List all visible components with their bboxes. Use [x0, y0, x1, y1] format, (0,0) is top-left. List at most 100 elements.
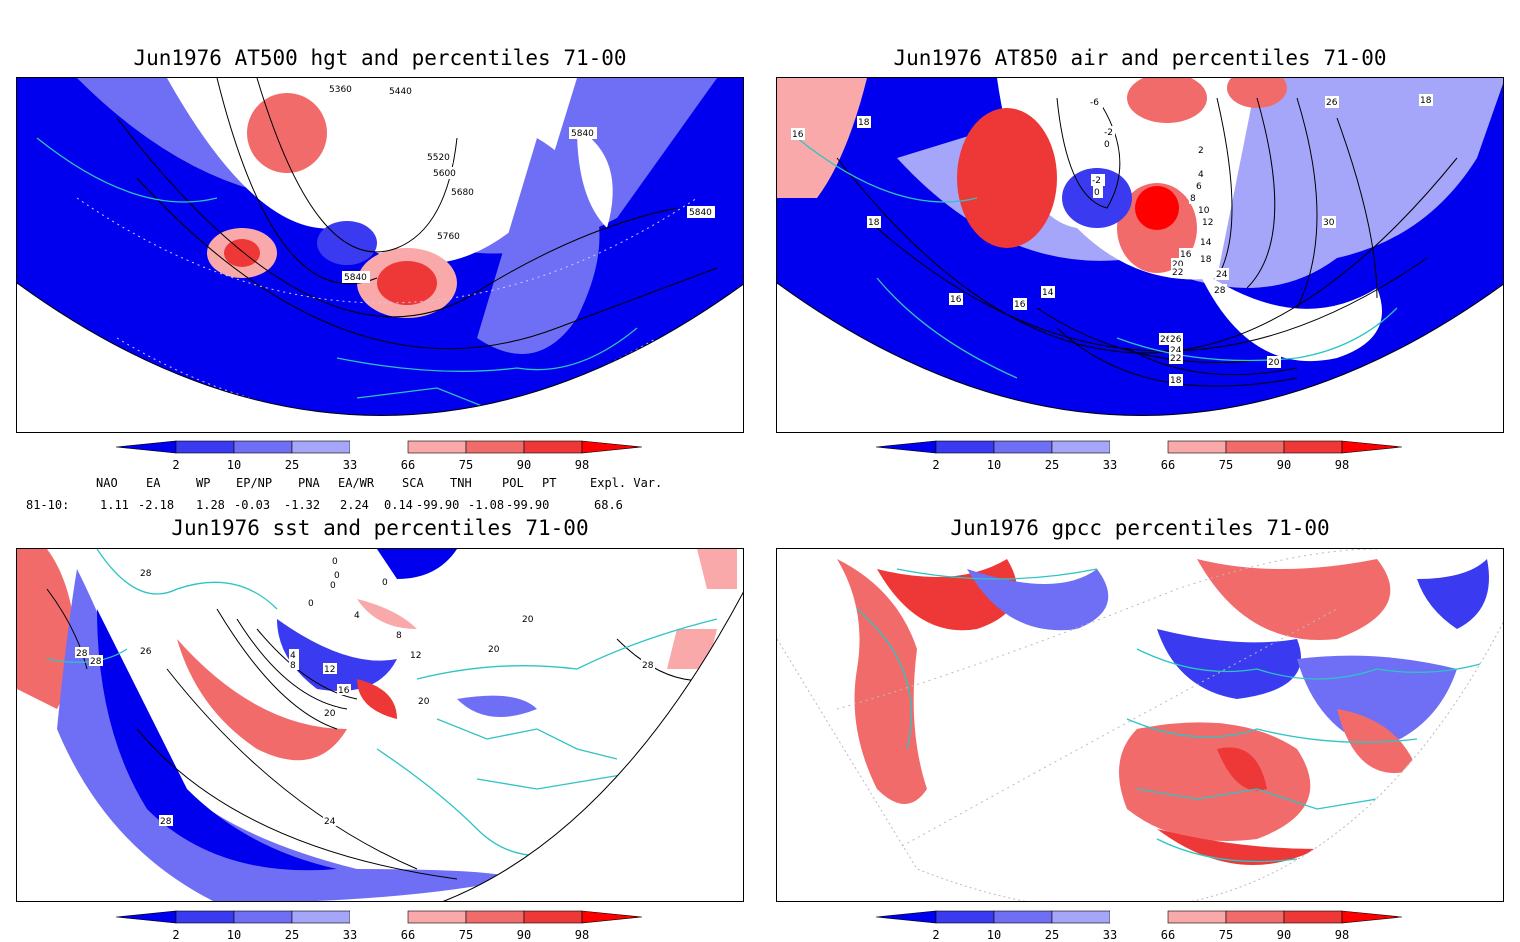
- air-map: -6 -2 0 -2 0 2 4 6 8 10 12 14 16 18 20 2…: [777, 78, 1503, 416]
- index-value: 0.14: [384, 498, 413, 512]
- contour-label: 5520: [427, 153, 450, 163]
- colorbar-hgt: 2 10 25 33 66 75 90 98: [115, 440, 646, 476]
- colorbar-label: 75: [458, 928, 474, 942]
- contour-label: 18: [1170, 376, 1182, 386]
- colorbar-label: 33: [1102, 928, 1118, 942]
- colorbar-end-high: [1341, 440, 1403, 454]
- colorbar-label: 66: [1160, 458, 1176, 472]
- colorbar-label: 66: [400, 458, 416, 472]
- colorbar-label: 10: [226, 928, 242, 942]
- colorbar-label: 98: [1334, 458, 1350, 472]
- index-value: 1.28: [196, 498, 225, 512]
- index-header: SCA: [402, 476, 424, 490]
- contour-label: 20: [522, 615, 534, 625]
- contour-label: 16: [1014, 300, 1026, 310]
- colorbar-segment: [1110, 441, 1168, 453]
- contour-label: 16: [950, 295, 962, 305]
- colorbar-segment: [935, 440, 995, 454]
- colorbar-end-low: [875, 910, 937, 924]
- colorbar-label: 33: [342, 458, 358, 472]
- colorbar-segment: [1110, 911, 1168, 923]
- contour-label: 5840: [689, 208, 712, 218]
- index-header: POL: [502, 476, 524, 490]
- contour-label: 5680: [451, 188, 474, 198]
- index-header: TNH: [450, 476, 472, 490]
- colorbar-segment: [291, 910, 351, 924]
- colorbar-segment: [523, 440, 583, 454]
- colorbar-label: 2: [932, 928, 940, 942]
- contour-label: 0: [332, 557, 338, 567]
- colorbar-end-low: [115, 910, 177, 924]
- contour-label: 5840: [571, 129, 594, 139]
- index-header: Expl. Var.: [590, 476, 663, 490]
- contour-label: 20: [1172, 260, 1184, 270]
- colorbar-segment: [350, 441, 408, 453]
- contour-label: 24: [1170, 346, 1182, 356]
- contour-label: 18: [1200, 255, 1212, 265]
- colorbar-label: 75: [1218, 458, 1234, 472]
- index-value: -0.03: [234, 498, 271, 512]
- colorbar-label: 66: [1160, 928, 1176, 942]
- colorbar-label: 10: [226, 458, 242, 472]
- contour-label: 18: [868, 218, 880, 228]
- contour-label: 6: [1196, 182, 1202, 192]
- contour-label: 26: [1170, 335, 1182, 345]
- contour-label: 5360: [329, 85, 352, 95]
- colorbar-segment: [233, 440, 293, 454]
- contour-label: -2: [1104, 128, 1113, 138]
- contour-label: 16: [338, 686, 350, 696]
- contour-label: 28: [1214, 286, 1226, 296]
- index-header: PNA: [298, 476, 320, 490]
- contour-label: 0: [330, 581, 336, 591]
- contour-label: 8: [290, 661, 296, 671]
- contour-label: 26: [1160, 335, 1172, 345]
- contour-label: 8: [396, 631, 402, 641]
- colorbar-label: 10: [986, 458, 1002, 472]
- contour-label: 16: [1180, 250, 1192, 260]
- index-value: -2.18: [138, 498, 175, 512]
- colorbar-segment: [465, 910, 525, 924]
- colorbar-label: 2: [172, 458, 180, 472]
- colorbar-segment: [233, 910, 293, 924]
- contour-label: 14: [1200, 238, 1212, 248]
- contour-label: 28: [642, 661, 654, 671]
- contour-label: 0: [1104, 140, 1110, 150]
- colorbar-label: 25: [284, 458, 300, 472]
- panel-title-sst: Jun1976 sst and percentiles 71-00: [171, 516, 589, 540]
- contour-label: 28: [160, 817, 172, 827]
- contour-label: 28: [140, 569, 152, 579]
- colorbar-end-low: [875, 440, 937, 454]
- contour-label: 16: [792, 130, 804, 140]
- contour-label: 10: [1198, 206, 1210, 216]
- index-value: 68.6: [594, 498, 623, 512]
- contour-label: 22: [1172, 268, 1183, 278]
- colorbar-segment: [465, 440, 525, 454]
- map-panel-hgt: 5360 5440 5520 5600 5680 5760 5840 5840 …: [16, 77, 744, 433]
- index-header: PT: [542, 476, 557, 490]
- contour-label: 14: [1042, 288, 1054, 298]
- colorbar-segment: [1051, 440, 1111, 454]
- contour-label: 4: [1198, 170, 1204, 180]
- colorbar-label: 33: [1102, 458, 1118, 472]
- contour-label: 20: [488, 645, 500, 655]
- contour-label: 0: [1094, 188, 1100, 198]
- contour-label: 0: [308, 599, 314, 609]
- contour-label: 12: [1202, 218, 1213, 228]
- colorbar-end-high: [1341, 910, 1403, 924]
- contour-label: 5600: [433, 169, 456, 179]
- contour-label: 18: [1420, 96, 1432, 106]
- colorbar-label: 90: [516, 928, 532, 942]
- colorbar-label: 98: [574, 458, 590, 472]
- colorbar-segment: [1225, 910, 1285, 924]
- contour-label: 20: [324, 709, 336, 719]
- contour-label: 5760: [437, 232, 460, 242]
- colorbar-label: 2: [932, 458, 940, 472]
- colorbar-swatches: [115, 440, 643, 454]
- colorbar-label: 25: [284, 928, 300, 942]
- colorbar-segment: [175, 910, 235, 924]
- contour-label: 28: [76, 649, 88, 659]
- contour-label: 5440: [389, 87, 412, 97]
- colorbar-label: 90: [1276, 458, 1292, 472]
- colorbar-segment: [935, 910, 995, 924]
- colorbar-segment: [1225, 440, 1285, 454]
